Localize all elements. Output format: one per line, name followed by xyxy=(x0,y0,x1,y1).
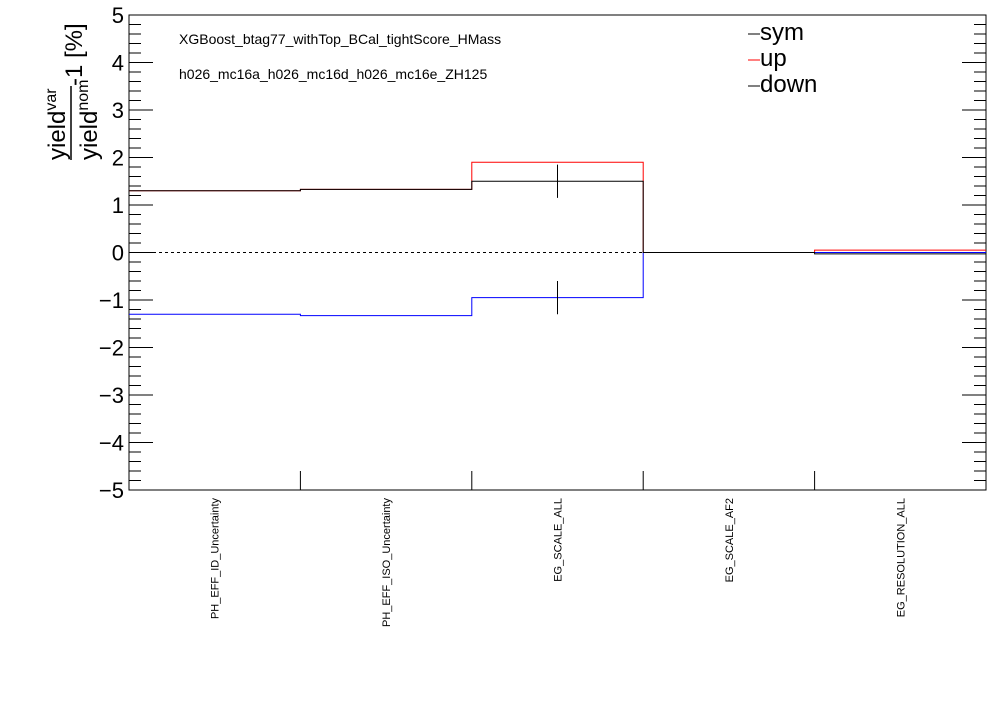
x-category-label: EG_RESOLUTION_ALL xyxy=(895,498,907,617)
x-category-label: EG_SCALE_ALL xyxy=(553,498,565,582)
annotation-samples: h026_mc16a_h026_mc16d_h026_mc16e_ZH125 xyxy=(179,66,487,82)
annotation-selection: XGBoost_btag77_withTop_BCal_tightScore_H… xyxy=(179,31,501,47)
legend-label-up: up xyxy=(760,45,787,72)
y-axis-title-denominator-sup: nom xyxy=(75,80,92,111)
x-category-label: EG_SCALE_AF2 xyxy=(724,498,736,582)
y-tick-label: 4 xyxy=(112,51,124,76)
legend: sym up down xyxy=(748,19,817,98)
y-tick-label: 5 xyxy=(112,3,124,28)
y-tick-label: 1 xyxy=(112,193,124,218)
y-axis-title: yieldvar yieldnom -1 [%] xyxy=(43,23,103,160)
y-tick-label: −3 xyxy=(99,383,124,408)
y-axis-title-denominator: yieldnom xyxy=(75,80,103,160)
y-axis-title-suffix: -1 [%] xyxy=(61,23,88,86)
y-axis-title-numerator: yieldvar xyxy=(43,88,71,160)
y-tick-label: −2 xyxy=(99,336,124,361)
legend-label-sym: sym xyxy=(760,19,804,46)
x-category-label: PH_EFF_ISO_Uncertainty xyxy=(381,498,393,627)
annotations: XGBoost_btag77_withTop_BCal_tightScore_H… xyxy=(179,31,501,82)
y-tick-label: −4 xyxy=(99,431,124,456)
y-tick-label: 3 xyxy=(112,98,124,123)
y-axis-title-numerator-sup: var xyxy=(43,88,60,111)
y-tick-label: 2 xyxy=(112,146,124,171)
y-tick-label: −5 xyxy=(99,478,124,503)
y-tick-label: 0 xyxy=(112,241,124,266)
legend-label-down: down xyxy=(760,71,817,98)
y-tick-label: −1 xyxy=(99,288,124,313)
x-category-label: PH_EFF_ID_Uncertainty xyxy=(210,498,222,620)
plot-area: 5 4 3 2 1 0 −1 −2 −3 −4 −5 PH_EFF_ID_Uncertainty PH_… xyxy=(99,3,987,627)
